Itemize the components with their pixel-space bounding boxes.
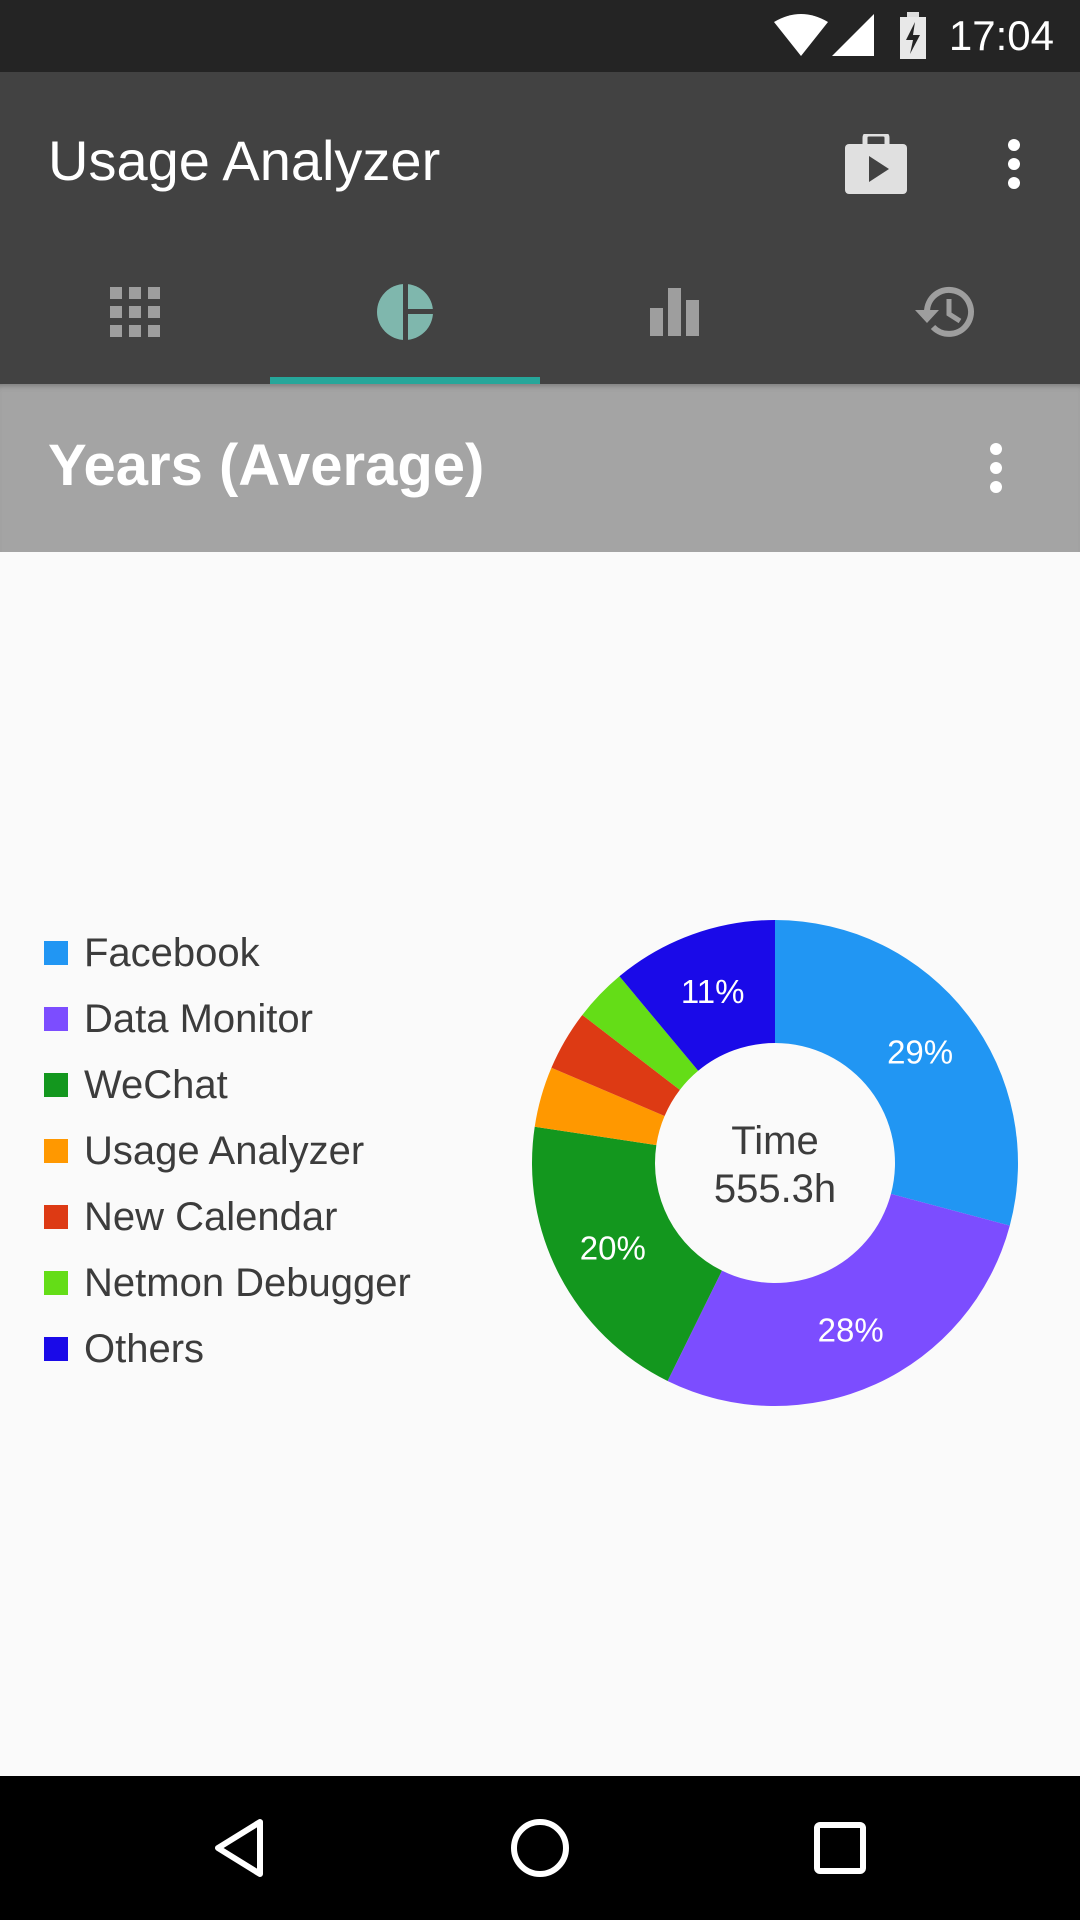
recents-icon	[814, 1822, 866, 1874]
legend-label: Usage Analyzer	[84, 1129, 365, 1173]
tab-pie-chart[interactable]	[270, 240, 540, 384]
legend-item: Data Monitor	[44, 986, 411, 1052]
system-nav-bar	[0, 1776, 1080, 1920]
period-title: Years (Average)	[48, 433, 485, 498]
apps-grid-icon	[110, 287, 160, 337]
pie-slice-wechat[interactable]	[532, 1126, 722, 1381]
legend-swatch	[44, 1337, 68, 1361]
legend-label: WeChat	[84, 1063, 228, 1107]
home-icon	[511, 1819, 569, 1877]
period-menu-button[interactable]	[948, 420, 1044, 516]
tab-bar-chart[interactable]	[540, 240, 810, 384]
recents-button[interactable]	[780, 1800, 900, 1896]
legend-item: Facebook	[44, 920, 411, 986]
overflow-menu-button[interactable]	[966, 116, 1062, 212]
chart-center-label: Time	[731, 1119, 818, 1163]
period-header: Years (Average)	[0, 384, 1080, 552]
tab-bar	[0, 240, 1080, 384]
wifi-icon	[774, 14, 828, 56]
legend-item: Netmon Debugger	[44, 1250, 411, 1316]
bar-chart-icon	[650, 288, 699, 336]
tab-indicator	[270, 377, 540, 384]
donut-chart[interactable]: 29% 28% 20% 11% Time 555.3h	[530, 918, 1020, 1408]
pie-chart-icon	[377, 283, 434, 341]
more-vert-icon	[1008, 139, 1020, 189]
legend-swatch	[44, 1139, 68, 1163]
status-bar: 17:04	[0, 0, 1080, 72]
pie-slice-netmon-debugger[interactable]	[582, 976, 699, 1090]
legend-item: WeChat	[44, 1052, 411, 1118]
back-button[interactable]	[180, 1800, 300, 1896]
legend-swatch	[44, 1205, 68, 1229]
legend-label: New Calendar	[84, 1195, 338, 1239]
pie-slice-usage-analyzer[interactable]	[534, 1067, 665, 1146]
play-store-button[interactable]	[828, 116, 924, 212]
battery-charging-icon	[900, 12, 926, 59]
status-time: 17:04	[948, 12, 1054, 59]
app-bar: Usage Analyzer	[0, 72, 1080, 384]
app-title: Usage Analyzer	[48, 129, 441, 192]
pie-slice-facebook[interactable]	[775, 920, 1018, 1226]
legend-label: Facebook	[84, 931, 260, 975]
legend-swatch	[44, 1007, 68, 1031]
slice-percent-label: 29%	[887, 1034, 953, 1071]
legend-item: Others	[44, 1316, 411, 1382]
tab-apps[interactable]	[0, 240, 270, 384]
slice-percent-label: 20%	[580, 1230, 646, 1267]
pie-slice-new-calendar[interactable]	[551, 1014, 680, 1116]
pie-slice-others[interactable]	[619, 920, 775, 1071]
play-store-icon	[845, 134, 907, 194]
legend-label: Others	[84, 1327, 205, 1371]
home-button[interactable]	[480, 1800, 600, 1896]
legend-label: Netmon Debugger	[84, 1261, 411, 1305]
chart-legend: Facebook Data Monitor WeChat Usage Analyzer…	[44, 920, 411, 1382]
slice-percent-label: 28%	[818, 1312, 884, 1349]
cell-signal-icon	[832, 14, 874, 56]
pie-slice-data-monitor[interactable]	[667, 1193, 1010, 1406]
legend-label: Data Monitor	[84, 997, 313, 1041]
legend-item: Usage Analyzer	[44, 1118, 411, 1184]
legend-item: New Calendar	[44, 1184, 411, 1250]
legend-swatch	[44, 1271, 68, 1295]
back-icon	[215, 1819, 263, 1877]
more-vert-icon	[990, 443, 1002, 493]
tab-history[interactable]	[810, 240, 1080, 384]
slice-percent-label: 11%	[681, 973, 745, 1010]
chart-center-value: 555.3h	[714, 1167, 836, 1211]
history-icon	[915, 286, 974, 337]
legend-swatch	[44, 941, 68, 965]
legend-swatch	[44, 1073, 68, 1097]
